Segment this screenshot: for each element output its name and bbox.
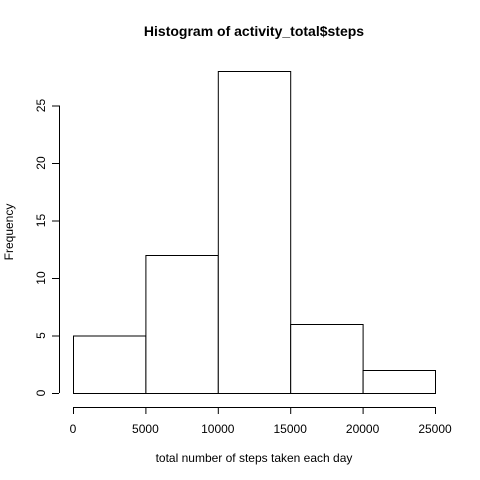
x-tick-label-3: 15000 xyxy=(274,422,308,436)
y-tick-label-0: 0 xyxy=(34,389,48,396)
x-tick-label-0: 0 xyxy=(70,422,77,436)
y-tick-label-2: 10 xyxy=(34,271,48,285)
histogram-bar-3 xyxy=(290,324,364,394)
x-axis-label: total number of steps taken each day xyxy=(156,451,353,465)
y-tick-label-1: 5 xyxy=(34,332,48,339)
x-tick-label-4: 20000 xyxy=(346,422,380,436)
x-tick-label-1: 5000 xyxy=(132,422,159,436)
y-tick-label-3: 15 xyxy=(34,214,48,228)
chart-title: Histogram of activity_total$steps xyxy=(144,23,364,39)
histogram-bar-2 xyxy=(217,71,292,394)
y-axis-label: Frequency xyxy=(2,204,16,261)
y-axis: 0 5 10 15 20 25 xyxy=(34,99,60,396)
x-tick-label-2: 10000 xyxy=(201,422,235,436)
histogram-bar-1 xyxy=(145,255,219,394)
x-axis: 0 5000 10000 15000 20000 25000 xyxy=(70,407,452,436)
y-tick-label-4: 20 xyxy=(34,156,48,170)
histogram-bar-0 xyxy=(73,335,147,394)
x-tick-label-5: 25000 xyxy=(418,422,452,436)
y-tick-label-5: 25 xyxy=(34,99,48,113)
histogram-bars xyxy=(73,71,437,394)
histogram-bar-4 xyxy=(362,370,437,394)
